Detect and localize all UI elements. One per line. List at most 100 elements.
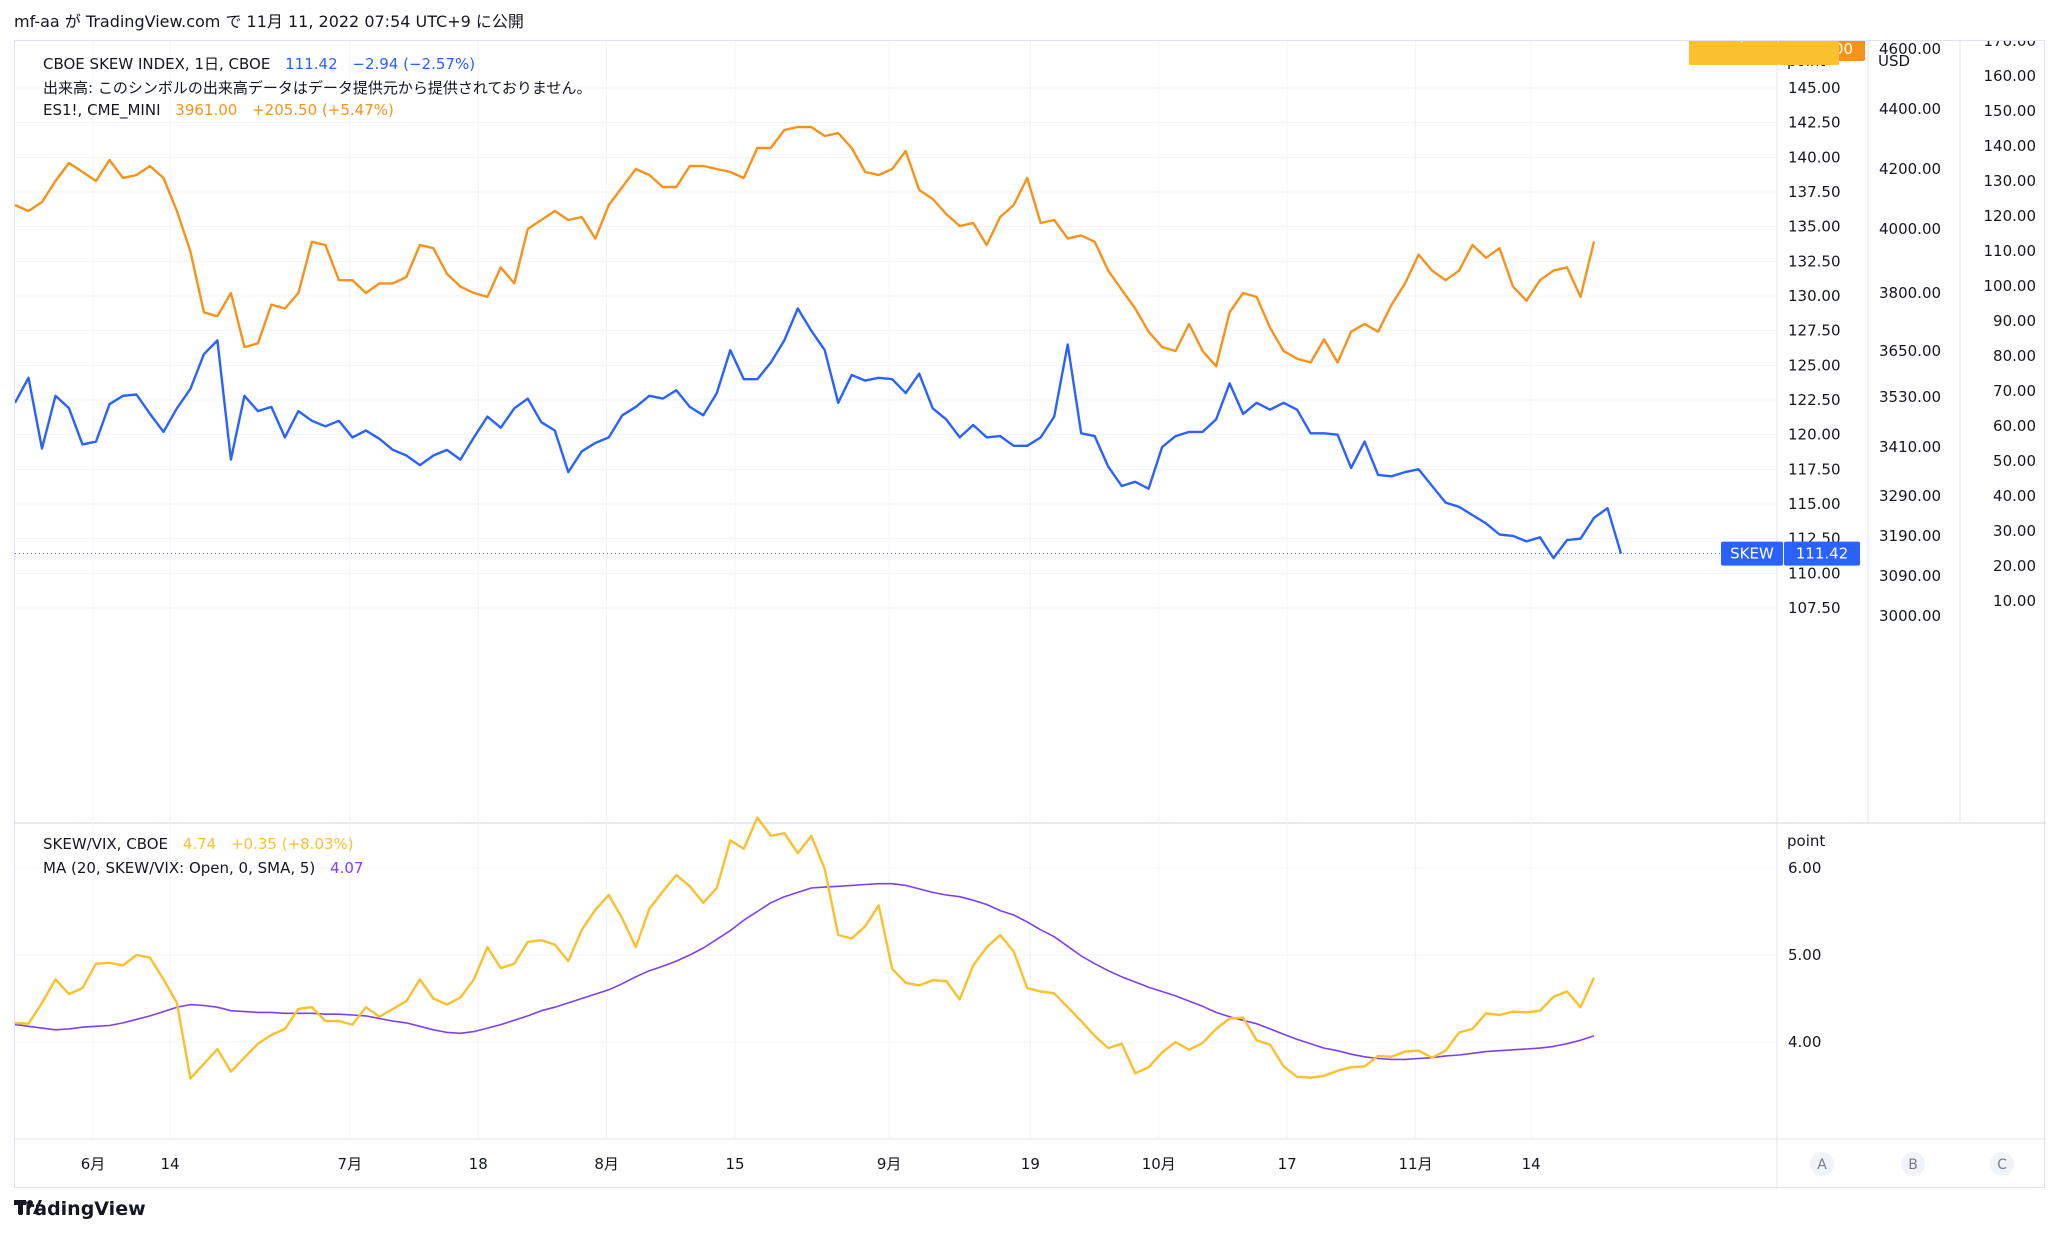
es-legend-name: ES1!, CME_MINI xyxy=(43,101,161,119)
ratio-price-tag-bg xyxy=(1779,41,1839,65)
ratio-legend-value: 4.74 xyxy=(182,835,217,853)
tradingview-brand: TradingView xyxy=(14,1198,146,1220)
time-tick-label: 18 xyxy=(469,1155,488,1173)
ratio-symbol-tag: SKEW/VIX xyxy=(1697,41,1771,45)
usd-tick-label: 4000.00 xyxy=(1879,220,1941,238)
scale-button-label: C xyxy=(1997,1157,2007,1173)
c-tick-label: 60.00 xyxy=(1993,417,2036,435)
time-tick-label: 11月 xyxy=(1399,1155,1433,1173)
c-tick-label: 90.00 xyxy=(1993,312,2036,330)
point-tick-label: 120.00 xyxy=(1788,426,1841,444)
sub-tick-label: 4.00 xyxy=(1788,1033,1821,1051)
skew-line xyxy=(15,307,1623,560)
usd-tick-label: 3650.00 xyxy=(1879,342,1941,360)
usd-tick-label: 3000.00 xyxy=(1879,607,1941,625)
point-tick-label: 110.00 xyxy=(1788,564,1841,582)
chart-container[interactable]: 107.50 110.00 112.50 115.00 117.50 120.00 122.… xyxy=(14,40,2046,1189)
time-tick-label: 19 xyxy=(1021,1155,1040,1173)
skew-symbol-tag-bg xyxy=(1721,541,1783,566)
point-tick-label: 137.50 xyxy=(1788,183,1841,201)
time-tick-label: 15 xyxy=(725,1155,744,1173)
c-tick-label: 80.00 xyxy=(1993,347,2036,365)
es-legend-change: +205.50 (+5.47%) xyxy=(252,101,394,119)
skew-price-tag-bg xyxy=(1784,541,1860,566)
ma-legend-name: MA (20, SKEW/VIX: Open, 0, SMA, 5) xyxy=(43,859,316,877)
skew-legend-change: −2.94 (−2.57%) xyxy=(352,55,476,73)
sub-tick-label: 5.00 xyxy=(1788,946,1821,964)
time-tick-label: 10月 xyxy=(1142,1155,1176,1173)
ratio-price-tag: 4.74 xyxy=(1792,41,1825,45)
point-tick-label: 135.00 xyxy=(1788,218,1841,236)
ratio-legend: SKEW/VIX, CBOE 4.74 +0.35 (+8.03%) xyxy=(43,835,364,853)
point-tick-label: 122.50 xyxy=(1788,391,1841,409)
skew-legend: CBOE SKEW INDEX, 1日, CBOE 111.42 −2.94 (… xyxy=(43,53,485,74)
scale-button-c[interactable] xyxy=(1990,1152,2014,1176)
c-tick-label: 110.00 xyxy=(1984,242,2037,260)
c-tick-label: 150.00 xyxy=(1984,102,2037,120)
tradingview-logo-icon xyxy=(14,1200,42,1214)
skew-legend-value: 111.42 xyxy=(285,55,338,73)
scale-button-b[interactable] xyxy=(1901,1152,1925,1176)
skew-symbol-tag: SKEW xyxy=(1730,545,1774,563)
time-tick-label: 17 xyxy=(1278,1155,1297,1173)
usd-tick-label: 3530.00 xyxy=(1879,388,1941,406)
point-tick-label: 142.50 xyxy=(1788,114,1841,132)
tradingview-footer[interactable]: TradingView xyxy=(14,1198,146,1220)
point-tick-label: 125.00 xyxy=(1788,356,1841,374)
c-tick-label: 100.00 xyxy=(1984,277,2037,295)
usd-tick-label: 3090.00 xyxy=(1879,567,1941,585)
usd-tick-label: 3290.00 xyxy=(1879,487,1941,505)
point-tick-label: 127.50 xyxy=(1788,322,1841,340)
ma-legend-value: 4.07 xyxy=(330,859,364,877)
ratio-legend-name: SKEW/VIX, CBOE xyxy=(43,835,169,853)
c-tick-label: 140.00 xyxy=(1984,137,2037,155)
point-tick-label: 115.00 xyxy=(1788,495,1841,513)
usd-tick-label: 3410.00 xyxy=(1879,438,1941,456)
c-tick-label: 130.00 xyxy=(1984,172,2037,190)
point-tick-label: 107.50 xyxy=(1788,599,1841,617)
time-tick-label: 6月 xyxy=(81,1155,106,1173)
c-tick-label: 20.00 xyxy=(1993,557,2036,575)
es-legend-value: 3961.00 xyxy=(175,101,238,119)
ma-line xyxy=(15,882,1595,1061)
c-tick-label: 120.00 xyxy=(1984,207,2037,225)
volume-legend: 出来高: このシンボルの出来高データはデータ提供元から提供されておりません。 xyxy=(43,77,601,98)
point-tick-label: 132.50 xyxy=(1788,252,1841,270)
scale-button-label: B xyxy=(1908,1157,1918,1173)
usd-tick-label: 3190.00 xyxy=(1879,527,1941,545)
c-tick-label: 40.00 xyxy=(1993,487,2036,505)
skew-legend-name: CBOE SKEW INDEX, 1日, CBOE xyxy=(43,55,271,73)
usd-axis-head: USD xyxy=(1878,52,1910,70)
ma-legend: MA (20, SKEW/VIX: Open, 0, SMA, 5) 4.07 xyxy=(43,859,373,877)
c-tick-label: 160.00 xyxy=(1984,67,2037,85)
usd-tick-label: 4400.00 xyxy=(1879,100,1941,118)
es-legend: ES1!, CME_MINI 3961.00 +205.50 (+5.47%) xyxy=(43,101,404,119)
sub-tick-label: 6.00 xyxy=(1788,859,1821,877)
skew-price-tag: 111.42 xyxy=(1796,545,1849,563)
usd-tick-label: 4600.00 xyxy=(1879,41,1941,58)
c-tick-label: 50.00 xyxy=(1993,452,2036,470)
c-tick-label: 70.00 xyxy=(1993,382,2036,400)
scale-button-a[interactable] xyxy=(1810,1152,1834,1176)
ratio-legend-change: +0.35 (+8.03%) xyxy=(230,835,354,853)
time-tick-label: 9月 xyxy=(877,1155,902,1173)
es-line xyxy=(15,125,1596,368)
volume-note: 出来高: このシンボルの出来高データはデータ提供元から提供されておりません。 xyxy=(43,79,592,97)
c-tick-label: 10.00 xyxy=(1993,592,2036,610)
usd-tick-label: 3800.00 xyxy=(1879,284,1941,302)
time-tick-label: 14 xyxy=(160,1155,179,1173)
usd-tick-label: 4200.00 xyxy=(1879,160,1941,178)
c-tick-label: 170.00 xyxy=(1984,41,2037,50)
scale-button-label: A xyxy=(1817,1157,1827,1173)
point-tick-label: 145.00 xyxy=(1788,79,1841,97)
time-tick-label: 7月 xyxy=(338,1155,363,1173)
ratio-line xyxy=(15,816,1596,1080)
publish-header: mf-aa が TradingView.com で 11月 11, 2022 0… xyxy=(14,12,524,31)
point-tick-label: 130.00 xyxy=(1788,287,1841,305)
sub-point-axis-head: point xyxy=(1787,832,1825,850)
c-tick-label: 30.00 xyxy=(1993,522,2036,540)
point-tick-label: 117.50 xyxy=(1788,460,1841,478)
point-tick-label: 140.00 xyxy=(1788,148,1841,166)
time-tick-label: 8月 xyxy=(594,1155,619,1173)
chart-canvas[interactable]: 107.50110.00112.50115.00117.50120.00122.… xyxy=(15,41,2046,1189)
